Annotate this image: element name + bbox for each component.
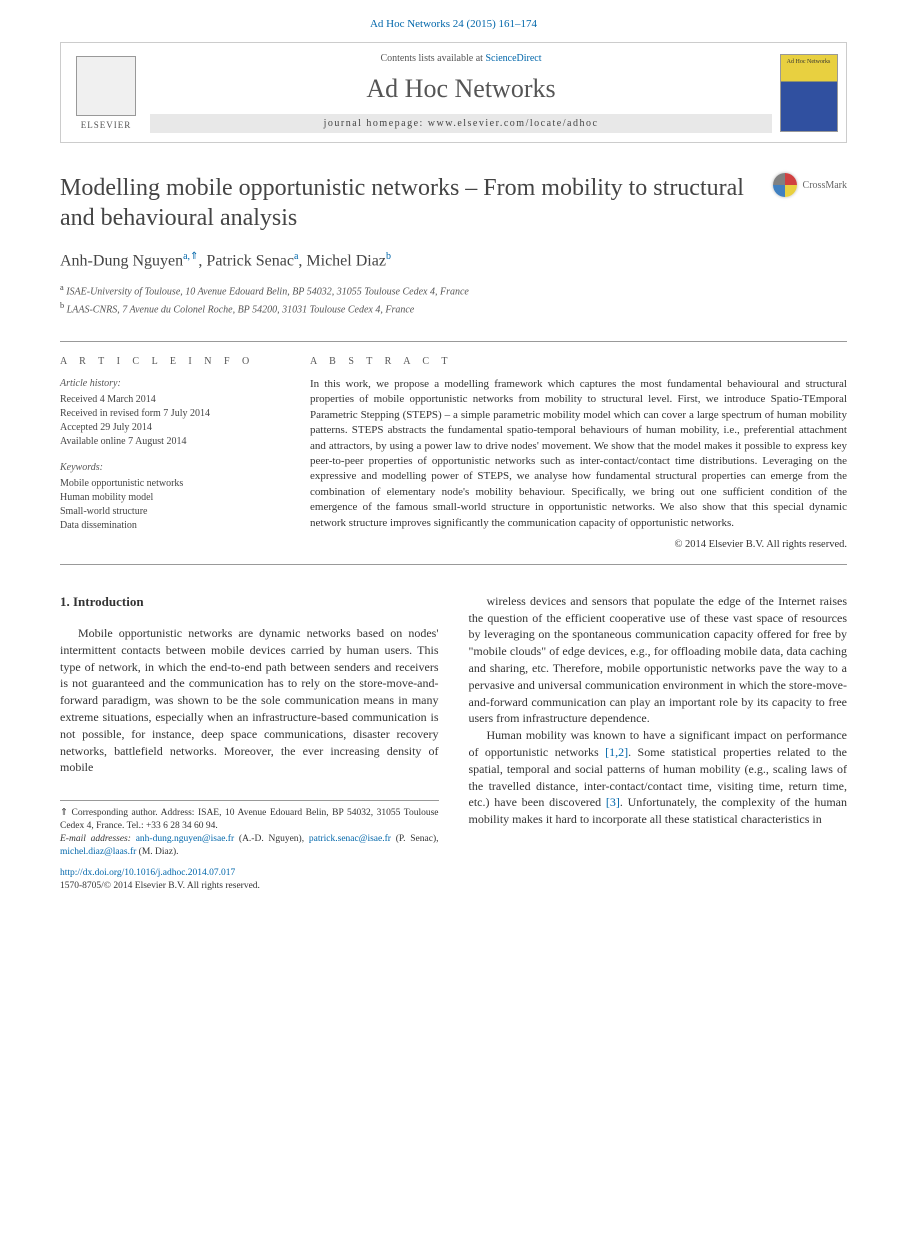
doi-link[interactable]: http://dx.doi.org/10.1016/j.adhoc.2014.0… xyxy=(60,868,235,878)
journal-cover[interactable]: Ad Hoc Networks xyxy=(771,43,846,142)
keywords-label: Keywords: xyxy=(60,461,280,475)
journal-header-box: ELSEVIER Contents lists available at Sci… xyxy=(60,42,847,143)
history-accepted: Accepted 29 July 2014 xyxy=(60,421,280,435)
author-1-sup: a,⇑ xyxy=(183,251,198,262)
elsevier-label: ELSEVIER xyxy=(81,120,132,130)
email-3[interactable]: michel.diaz@laas.fr xyxy=(60,847,136,857)
article-title: Modelling mobile opportunistic networks … xyxy=(60,173,773,233)
author-2[interactable]: Patrick Senac xyxy=(206,252,294,269)
abstract-heading: A B S T R A C T xyxy=(310,356,847,367)
authors-line: Anh-Dung Nguyena,⇑, Patrick Senaca, Mich… xyxy=(60,251,847,270)
col2-para-1: wireless devices and sensors that popula… xyxy=(469,593,848,727)
author-3-sup: b xyxy=(386,251,391,262)
author-3[interactable]: Michel Diaz xyxy=(306,252,386,269)
article-info: A R T I C L E I N F O Article history: R… xyxy=(60,356,280,550)
keyword-3: Small-world structure xyxy=(60,505,280,519)
cover-image: Ad Hoc Networks xyxy=(780,54,838,132)
divider-top xyxy=(60,341,847,342)
keyword-2: Human mobility model xyxy=(60,491,280,505)
crossmark-badge[interactable]: CrossMark xyxy=(773,173,847,197)
abstract-copyright: © 2014 Elsevier B.V. All rights reserved… xyxy=(310,539,847,550)
col2-para-2: Human mobility was known to have a signi… xyxy=(469,727,848,828)
crossmark-icon xyxy=(773,173,797,197)
body-columns: 1. Introduction Mobile opportunistic net… xyxy=(60,593,847,859)
affiliation-b: LAAS-CNRS, 7 Avenue du Colonel Roche, BP… xyxy=(67,304,415,315)
email-2-name: (P. Senac), xyxy=(391,834,439,844)
col1-para-1: Mobile opportunistic networks are dynami… xyxy=(60,625,439,776)
abstract: A B S T R A C T In this work, we propose… xyxy=(310,356,847,550)
keyword-1: Mobile opportunistic networks xyxy=(60,477,280,491)
history-received: Received 4 March 2014 xyxy=(60,393,280,407)
crossmark-label: CrossMark xyxy=(803,180,847,191)
author-1[interactable]: Anh-Dung Nguyen xyxy=(60,252,183,269)
elsevier-tree-icon xyxy=(76,56,136,116)
abstract-text: In this work, we propose a modelling fra… xyxy=(310,377,847,531)
email-label: E-mail addresses: xyxy=(60,834,136,844)
keyword-4: Data dissemination xyxy=(60,519,280,533)
email-1[interactable]: anh-dung.nguyen@isae.fr xyxy=(136,834,234,844)
cover-label: Ad Hoc Networks xyxy=(781,59,837,65)
divider-bottom xyxy=(60,564,847,565)
column-right: wireless devices and sensors that popula… xyxy=(469,593,848,859)
journal-citation[interactable]: Ad Hoc Networks 24 (2015) 161–174 xyxy=(0,0,907,42)
ref-1-2[interactable]: [1,2] xyxy=(605,745,628,759)
elsevier-logo[interactable]: ELSEVIER xyxy=(61,43,151,142)
journal-title: Ad Hoc Networks xyxy=(151,74,771,104)
column-left: 1. Introduction Mobile opportunistic net… xyxy=(60,593,439,859)
article-info-heading: A R T I C L E I N F O xyxy=(60,356,280,367)
sciencedirect-link[interactable]: ScienceDirect xyxy=(485,53,541,64)
contents-line: Contents lists available at ScienceDirec… xyxy=(151,53,771,64)
history-label: Article history: xyxy=(60,377,280,391)
affiliations: a ISAE-University of Toulouse, 10 Avenue… xyxy=(60,282,847,317)
email-1-name: (A.-D. Nguyen), xyxy=(234,834,309,844)
author-2-sup: a xyxy=(294,251,298,262)
affiliation-a: ISAE-University of Toulouse, 10 Avenue E… xyxy=(66,287,469,298)
history-revised: Received in revised form 7 July 2014 xyxy=(60,407,280,421)
email-3-name: (M. Diaz). xyxy=(136,847,178,857)
page-footer: http://dx.doi.org/10.1016/j.adhoc.2014.0… xyxy=(0,859,907,914)
header-center: Contents lists available at ScienceDirec… xyxy=(151,43,771,142)
ref-3[interactable]: [3] xyxy=(606,795,620,809)
section-1-heading: 1. Introduction xyxy=(60,593,439,611)
journal-homepage[interactable]: journal homepage: www.elsevier.com/locat… xyxy=(150,114,772,133)
contents-text: Contents lists available at xyxy=(380,53,485,64)
issn-copyright: 1570-8705/© 2014 Elsevier B.V. All right… xyxy=(60,881,260,891)
email-2[interactable]: patrick.senac@isae.fr xyxy=(309,834,391,844)
corresponding-author: ⇑ Corresponding author. Address: ISAE, 1… xyxy=(60,807,439,833)
history-online: Available online 7 August 2014 xyxy=(60,435,280,449)
footnotes: ⇑ Corresponding author. Address: ISAE, 1… xyxy=(60,800,439,858)
